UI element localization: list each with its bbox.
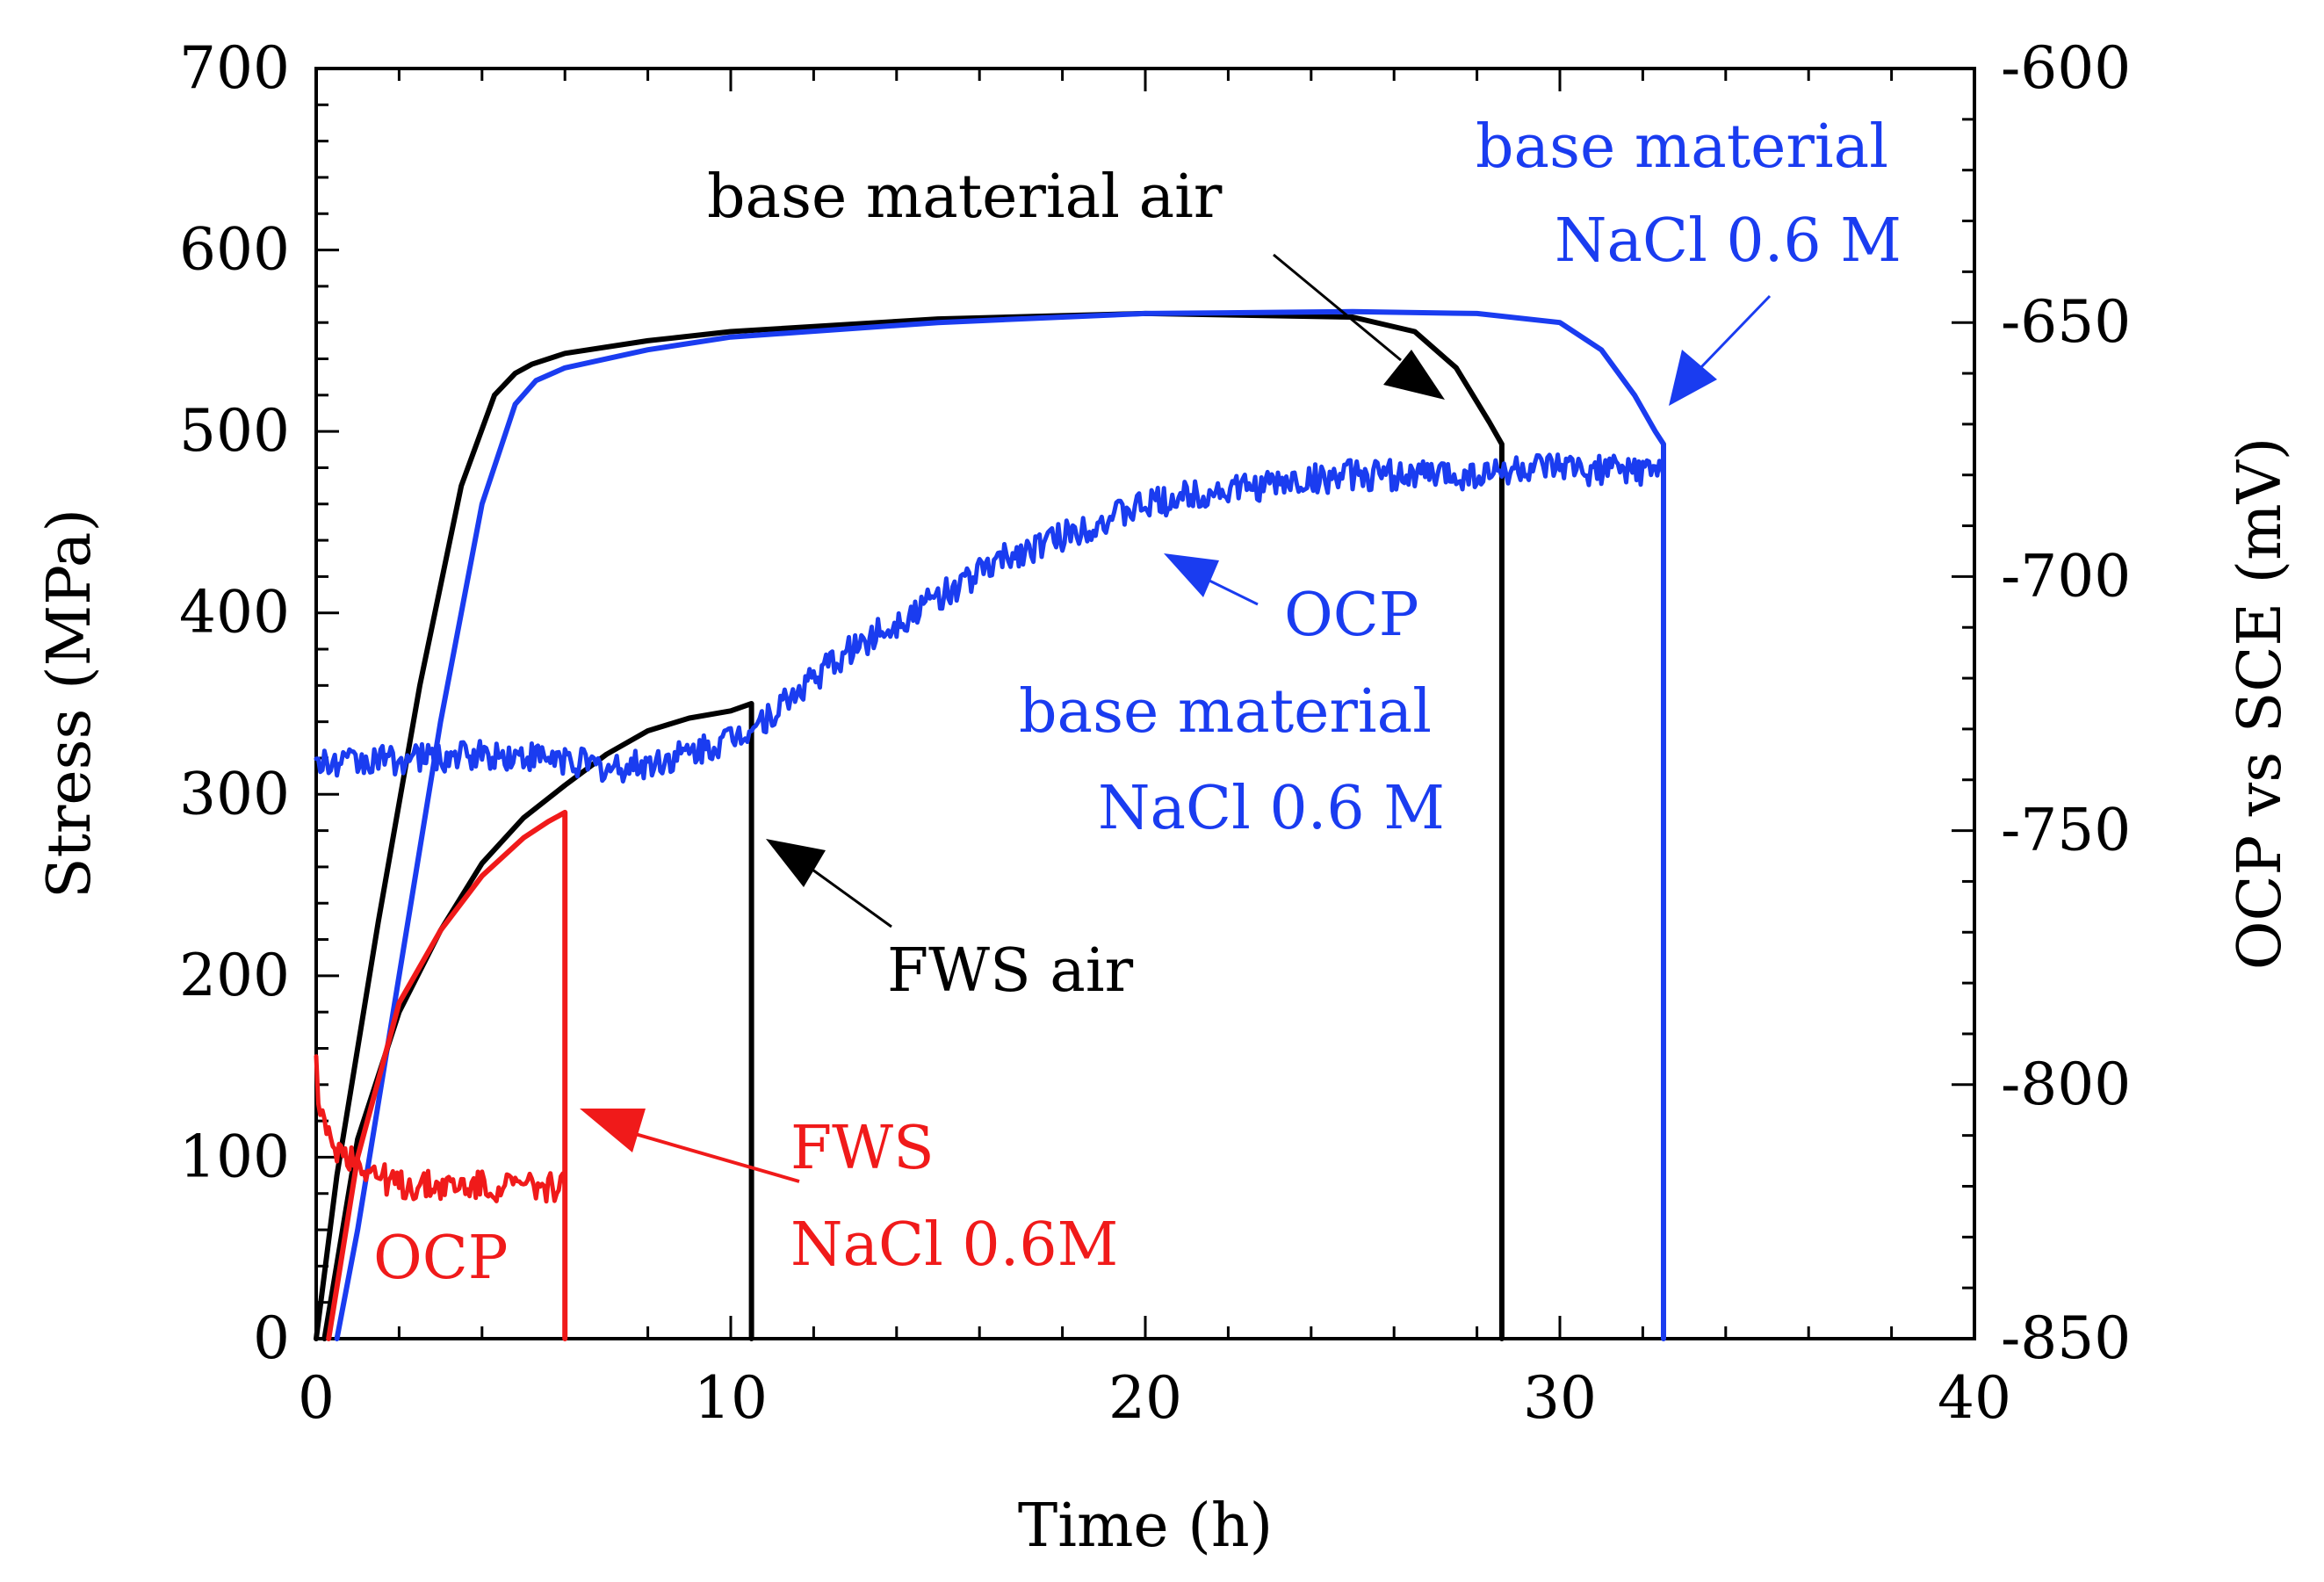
- annotation-arrow-line: [812, 868, 892, 928]
- annotation-text: NaCl 0.6 M: [1098, 774, 1445, 843]
- y-left-tick-label: 600: [179, 216, 290, 284]
- y-left-tick-label: 400: [179, 579, 290, 647]
- y-left-tick-label: 700: [179, 34, 290, 102]
- series-line-1: [334, 308, 1666, 1341]
- annotation-text: base material: [1476, 112, 1888, 182]
- annotation-fws-nacl: FWS NaCl 0.6M: [580, 1109, 1118, 1280]
- annotation-base-material-nacl: base material NaCl 0.6 M: [1476, 112, 1902, 406]
- y-axis-right-title: OCP vs SCE (mV): [2226, 437, 2295, 971]
- y-left-tick-label: 500: [179, 397, 290, 465]
- y-right-tick-label: -800: [2001, 1051, 2131, 1118]
- annotation-text: NaCl 0.6M: [790, 1210, 1118, 1280]
- annotation-ocp-base-material: OCP base material NaCl 0.6 M: [1019, 553, 1445, 843]
- axis-tick-labels: 0 10 20 30 400100200300400500600700-850-800-…: [179, 34, 2131, 1432]
- y-axis-left-title: Stress (MPa): [35, 509, 105, 899]
- annotation-text: FWS: [790, 1114, 935, 1183]
- annotation-arrow-line: [1273, 253, 1402, 362]
- series-layer: [314, 308, 1666, 1341]
- annotation-arrowhead: [766, 839, 826, 887]
- annotation-arrowhead: [1164, 553, 1219, 597]
- annotation-base-material-air: base material air: [707, 163, 1445, 400]
- y-right-tick-label: -750: [2001, 797, 2131, 864]
- x-tick-label: 30: [1523, 1364, 1597, 1432]
- annotation-arrow-line: [632, 1131, 800, 1183]
- annotation-fws-air: FWS air: [766, 839, 1134, 1006]
- annotation-arrowhead: [1669, 350, 1717, 406]
- y-right-tick-label: -600: [2001, 34, 2131, 102]
- annotation-text: FWS air: [887, 936, 1134, 1006]
- annotation-arrow-line: [1698, 294, 1772, 371]
- y-right-tick-label: -650: [2001, 288, 2131, 356]
- annotation-arrowhead: [580, 1109, 646, 1152]
- series-line-3: [326, 809, 568, 1341]
- annotation-arrow-line: [1207, 578, 1259, 606]
- y-left-tick-label: 100: [179, 1123, 290, 1190]
- x-tick-label: 0: [298, 1364, 335, 1432]
- annotation-text: NaCl 0.6 M: [1555, 206, 1902, 276]
- series-line-0: [314, 310, 1505, 1341]
- annotation-arrowhead: [1383, 350, 1445, 400]
- annotation-text: OCP: [373, 1224, 509, 1293]
- annotation-ocp-fws: OCP: [373, 1224, 509, 1293]
- y-right-tick-label: -700: [2001, 542, 2131, 610]
- x-tick-label: 40: [1938, 1364, 2011, 1432]
- y-left-tick-label: 200: [179, 942, 290, 1009]
- annotation-text: base material air: [707, 163, 1223, 232]
- series-line-4: [314, 452, 1666, 1341]
- x-tick-label: 20: [1108, 1364, 1182, 1432]
- annotations: base material air base material NaCl 0.6…: [373, 112, 1902, 1293]
- y-left-tick-label: 300: [179, 760, 290, 827]
- annotation-text: OCP: [1284, 581, 1419, 650]
- y-left-tick-label: 0: [253, 1304, 290, 1372]
- y-right-tick-label: -850: [2001, 1304, 2131, 1372]
- annotation-text: base material: [1019, 677, 1432, 747]
- x-axis-title: Time (h): [1018, 1492, 1273, 1561]
- series-line-5: [314, 1054, 567, 1204]
- x-tick-label: 10: [694, 1364, 768, 1432]
